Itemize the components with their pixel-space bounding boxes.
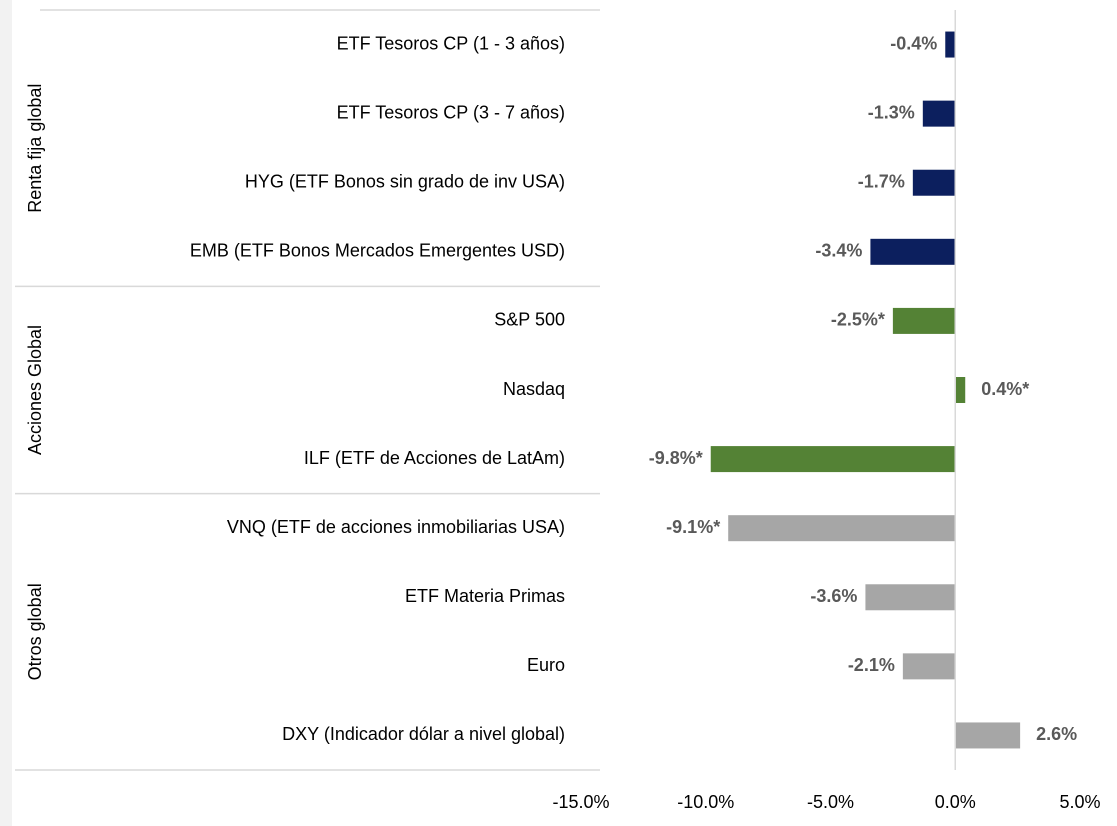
value-label: -3.6%	[810, 586, 857, 606]
bar	[710, 446, 956, 473]
side-strip	[0, 0, 12, 826]
value-label: -3.4%	[815, 241, 862, 261]
bar	[945, 31, 956, 58]
group-label: Otros global	[25, 583, 45, 680]
value-label: 2.6%	[1036, 724, 1077, 744]
bar	[955, 377, 966, 403]
category-label: Euro	[527, 655, 565, 675]
category-label: S&P 500	[494, 310, 565, 330]
category-label: ETF Tesoros CP (1 - 3 años)	[337, 33, 565, 53]
category-label: VNQ (ETF de acciones inmobiliarias USA)	[227, 517, 565, 537]
category-label: Nasdaq	[503, 379, 565, 399]
bar	[728, 515, 956, 542]
category-label: ILF (ETF de Acciones de LatAm)	[304, 448, 565, 468]
x-tick-label: 0.0%	[935, 792, 976, 812]
bar	[892, 307, 956, 334]
value-label: -2.1%	[848, 655, 895, 675]
value-label: -2.5%*	[831, 310, 885, 330]
category-label: ETF Materia Primas	[405, 586, 565, 606]
category-label: HYG (ETF Bonos sin grado de inv USA)	[245, 171, 565, 191]
value-label: -0.4%	[890, 33, 937, 53]
value-label: -9.1%*	[666, 517, 720, 537]
bar	[865, 584, 956, 611]
category-label: EMB (ETF Bonos Mercados Emergentes USD)	[190, 241, 565, 261]
bar	[902, 653, 956, 680]
bar	[912, 169, 956, 196]
value-label: 0.4%*	[981, 379, 1029, 399]
category-label: DXY (Indicador dólar a nivel global)	[282, 724, 565, 744]
group-label: Renta fija global	[25, 84, 45, 213]
x-tick-label: -15.0%	[552, 792, 609, 812]
group-label: Acciones Global	[25, 325, 45, 455]
bar	[955, 722, 1021, 749]
category-label: ETF Tesoros CP (3 - 7 años)	[337, 102, 565, 122]
bar	[870, 238, 956, 265]
x-tick-label: 5.0%	[1059, 792, 1100, 812]
x-tick-label: -5.0%	[807, 792, 854, 812]
value-label: -9.8%*	[649, 448, 703, 468]
value-label: -1.3%	[868, 102, 915, 122]
x-tick-label: -10.0%	[677, 792, 734, 812]
bar	[922, 100, 956, 127]
value-label: -1.7%	[858, 171, 905, 191]
